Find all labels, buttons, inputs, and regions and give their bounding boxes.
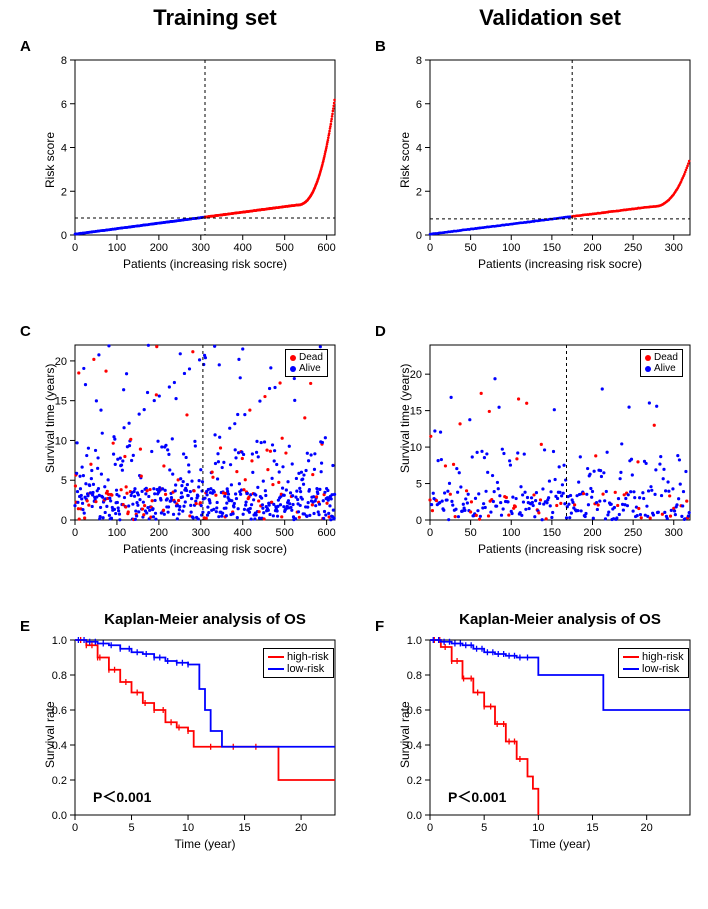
svg-text:15: 15 — [238, 822, 250, 834]
xlabel-f: Time (year) — [430, 837, 690, 851]
ylabel-d: Survival time (years) — [398, 363, 412, 472]
svg-text:0.2: 0.2 — [407, 775, 422, 787]
xlabel-b: Patients (increasing risk socre) — [430, 257, 690, 271]
panel-label-d: D — [375, 323, 386, 340]
panel-e: 051015200.00.20.40.60.81.0Kaplan-Meier a… — [25, 608, 365, 868]
xlabel-a: Patients (increasing risk socre) — [75, 257, 335, 271]
svg-text:0: 0 — [427, 242, 433, 254]
ylabel-f: Survival rate — [398, 701, 412, 768]
xlabel-c: Patients (increasing risk socre) — [75, 542, 335, 556]
panel-f: 051015200.00.20.40.60.81.0Kaplan-Meier a… — [380, 608, 708, 868]
svg-text:8: 8 — [416, 55, 422, 67]
xlabel-e: Time (year) — [75, 837, 335, 851]
svg-text:4: 4 — [61, 143, 67, 155]
legend-d: DeadAlive — [640, 349, 683, 377]
svg-text:100: 100 — [502, 242, 520, 254]
svg-text:5: 5 — [416, 479, 422, 491]
svg-text:10: 10 — [532, 822, 544, 834]
xlabel-d: Patients (increasing risk socre) — [430, 542, 690, 556]
legend-f: high-risklow-risk — [618, 648, 689, 678]
svg-text:2: 2 — [416, 186, 422, 198]
svg-text:5: 5 — [481, 822, 487, 834]
svg-text:0.2: 0.2 — [52, 775, 67, 787]
svg-text:6: 6 — [61, 99, 67, 111]
svg-text:0.8: 0.8 — [407, 670, 422, 682]
svg-text:10: 10 — [182, 822, 194, 834]
legend-e: high-risklow-risk — [263, 648, 334, 678]
svg-text:300: 300 — [192, 242, 210, 254]
svg-text:2: 2 — [61, 186, 67, 198]
svg-text:100: 100 — [108, 527, 126, 539]
svg-text:Kaplan-Meier analysis of OS: Kaplan-Meier analysis of OS — [459, 611, 661, 628]
svg-text:400: 400 — [234, 527, 252, 539]
panel-a: 0 100 200 300 400 500 600 0 2 4 6 8 — [30, 45, 360, 285]
svg-text:50: 50 — [465, 242, 477, 254]
svg-text:400: 400 — [234, 242, 252, 254]
svg-text:100: 100 — [502, 527, 520, 539]
svg-text:1.0: 1.0 — [52, 635, 67, 647]
svg-text:100: 100 — [108, 242, 126, 254]
svg-text:0: 0 — [72, 242, 78, 254]
svg-text:150: 150 — [543, 527, 561, 539]
svg-text:500: 500 — [275, 242, 293, 254]
svg-text:20: 20 — [641, 822, 653, 834]
ylabel-c: Survival time (years) — [43, 363, 57, 472]
svg-text:200: 200 — [583, 527, 601, 539]
svg-text:15: 15 — [586, 822, 598, 834]
svg-text:0.0: 0.0 — [52, 810, 67, 822]
ylabel-b: Risk score — [398, 131, 412, 187]
svg-text:600: 600 — [317, 527, 335, 539]
svg-text:1.0: 1.0 — [407, 635, 422, 647]
panel-label-c: C — [20, 323, 31, 340]
svg-text:0: 0 — [427, 822, 433, 834]
svg-text:20: 20 — [295, 822, 307, 834]
svg-text:8: 8 — [61, 55, 67, 67]
svg-text:250: 250 — [624, 242, 642, 254]
panel-label-f: F — [375, 618, 384, 635]
ylabel-a: Risk score — [43, 131, 57, 187]
svg-text:200: 200 — [583, 242, 601, 254]
svg-text:5: 5 — [128, 822, 134, 834]
svg-text:200: 200 — [150, 527, 168, 539]
svg-text:200: 200 — [150, 242, 168, 254]
svg-text:250: 250 — [624, 527, 642, 539]
svg-text:0: 0 — [72, 527, 78, 539]
pvalue-f: P＜0.001 — [448, 787, 506, 807]
svg-text:Kaplan-Meier analysis of OS: Kaplan-Meier analysis of OS — [104, 611, 306, 628]
pvalue-e: P＜0.001 — [93, 787, 151, 807]
svg-text:5: 5 — [61, 475, 67, 487]
legend-c: DeadAlive — [285, 349, 328, 377]
svg-text:0: 0 — [61, 230, 67, 242]
panel-b: 0 50 100 150 200 250 300 0 2 4 6 8 — [385, 45, 708, 285]
column-header-right: Validation set — [420, 5, 680, 31]
svg-text:50: 50 — [465, 527, 477, 539]
panel-label-a: A — [20, 38, 31, 55]
svg-text:0: 0 — [61, 515, 67, 527]
svg-text:300: 300 — [665, 242, 683, 254]
svg-text:150: 150 — [543, 242, 561, 254]
svg-text:0.8: 0.8 — [52, 670, 67, 682]
svg-text:4: 4 — [416, 143, 422, 155]
svg-text:600: 600 — [317, 242, 335, 254]
svg-text:6: 6 — [416, 99, 422, 111]
column-header-left: Training set — [85, 5, 345, 31]
svg-text:0: 0 — [72, 822, 78, 834]
panel-label-e: E — [20, 618, 30, 635]
svg-text:0: 0 — [416, 515, 422, 527]
ylabel-e: Survival rate — [43, 701, 57, 768]
svg-text:0: 0 — [416, 230, 422, 242]
svg-text:300: 300 — [192, 527, 210, 539]
svg-text:0.0: 0.0 — [407, 810, 422, 822]
panel-label-b: B — [375, 38, 386, 55]
svg-text:0: 0 — [427, 527, 433, 539]
svg-text:300: 300 — [665, 527, 683, 539]
svg-text:500: 500 — [275, 527, 293, 539]
